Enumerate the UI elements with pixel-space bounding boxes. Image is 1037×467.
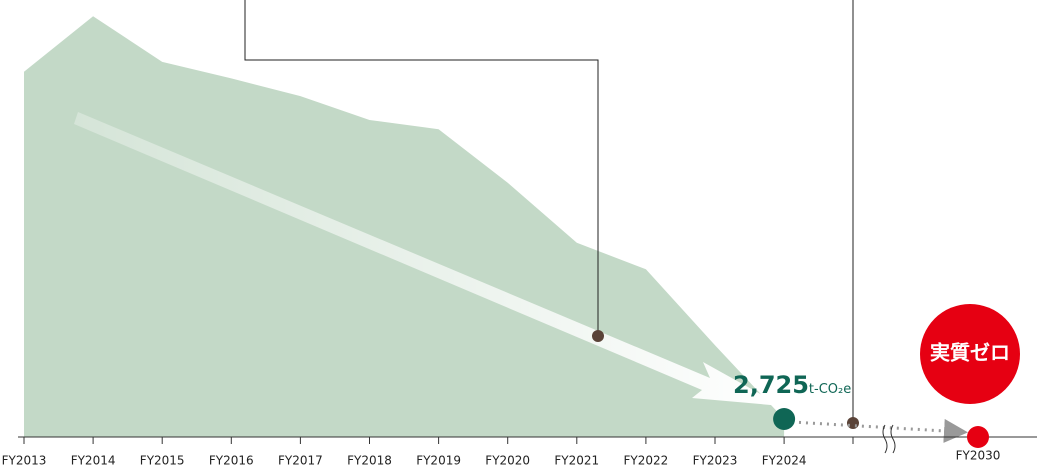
trend-arrow xyxy=(74,112,782,406)
x-tick-label: FY2021 xyxy=(554,454,599,467)
target-badge xyxy=(920,304,1020,404)
value-label: 2,725t-CO₂e xyxy=(733,371,851,399)
x-tick-label: FY2019 xyxy=(416,454,461,467)
x-tick-label: FY2014 xyxy=(71,454,116,467)
x-tick-label: FY2022 xyxy=(624,454,669,467)
leader-line xyxy=(244,0,599,335)
leader-dot xyxy=(592,330,604,342)
x-tick-label: FY2017 xyxy=(278,454,323,467)
x-tick-label: FY2018 xyxy=(347,454,392,467)
value-unit: t-CO₂e xyxy=(809,382,851,397)
target-point xyxy=(967,426,989,448)
x-tick-label: FY2020 xyxy=(485,454,530,467)
x-tick-label: FY2015 xyxy=(140,454,185,467)
x-tick-label: FY2024 xyxy=(762,454,807,467)
target-label: 実質ゼロ xyxy=(930,341,1010,365)
leader-dot xyxy=(847,417,859,429)
x-tick-label: FY2023 xyxy=(693,454,738,467)
x-tick-label: FY2030 xyxy=(956,449,1001,463)
x-tick-label: FY2013 xyxy=(2,454,47,467)
projection-line xyxy=(791,418,968,443)
axis-break xyxy=(882,424,896,454)
value-label-number: 2,725 xyxy=(733,371,809,399)
x-tick-label: FY2016 xyxy=(209,454,254,467)
data-point xyxy=(773,408,796,431)
